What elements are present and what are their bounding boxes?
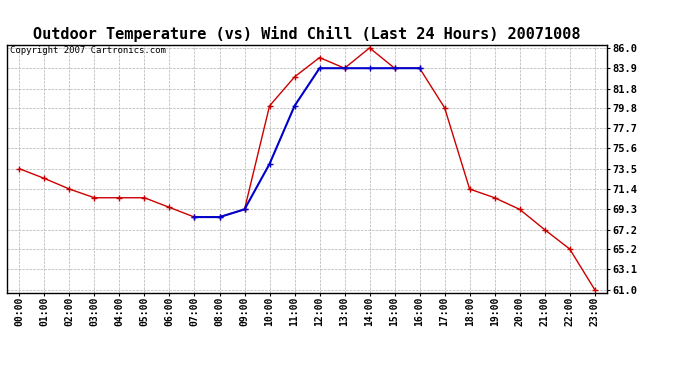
Title: Outdoor Temperature (vs) Wind Chill (Last 24 Hours) 20071008: Outdoor Temperature (vs) Wind Chill (Las… xyxy=(33,27,581,42)
Text: Copyright 2007 Cartronics.com: Copyright 2007 Cartronics.com xyxy=(10,46,166,55)
